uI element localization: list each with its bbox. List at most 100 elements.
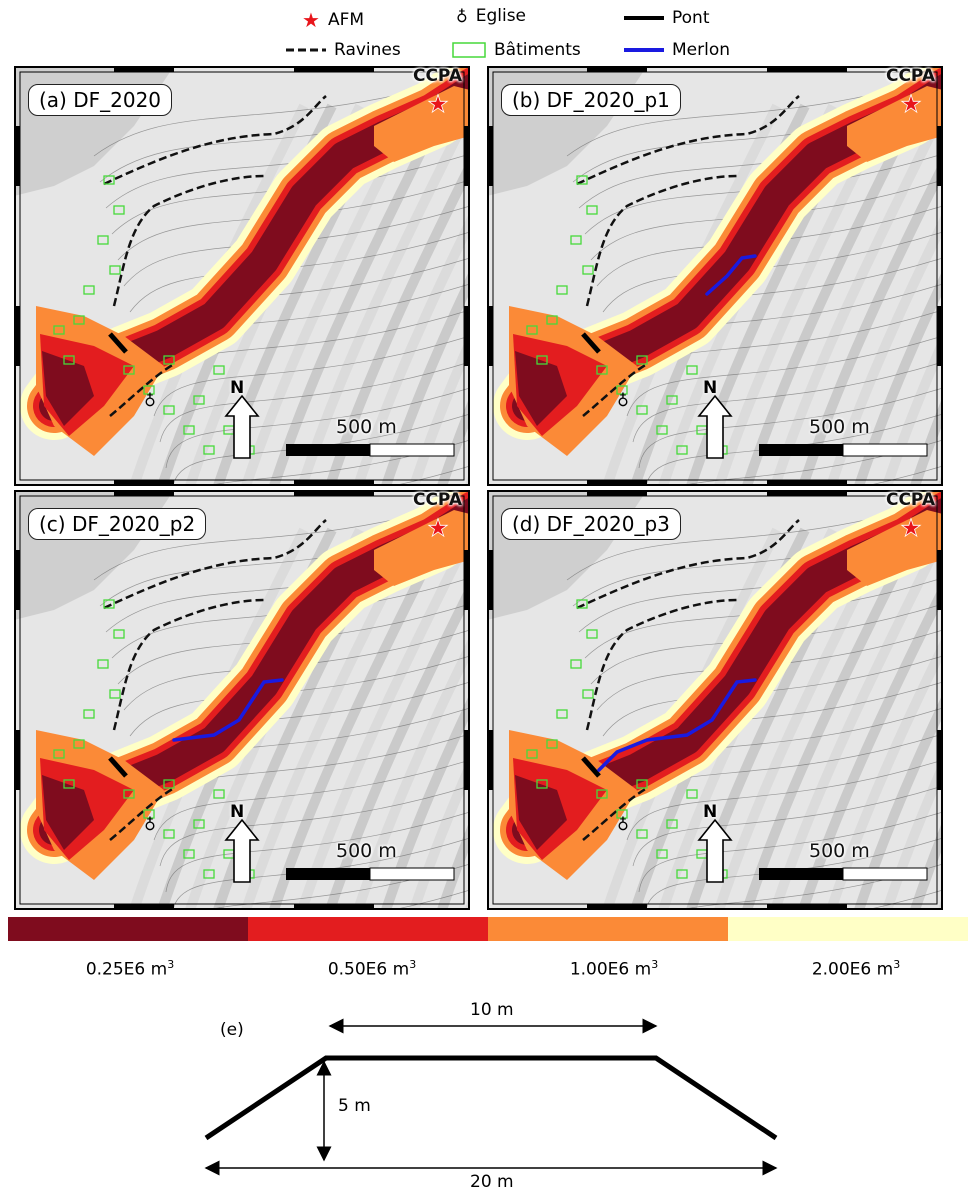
building (83, 709, 95, 719)
building (636, 829, 648, 839)
building (203, 445, 215, 455)
north-arrow-icon (697, 394, 733, 459)
building (213, 789, 225, 799)
base-width-label: 20 m (470, 1172, 514, 1192)
north-arrow-icon (697, 818, 733, 883)
building (686, 365, 698, 375)
merlon (597, 678, 757, 772)
frame-tick (937, 306, 942, 366)
merlon (705, 254, 757, 296)
building (163, 779, 175, 789)
frame-tick (464, 550, 469, 610)
contour-line (584, 153, 943, 235)
basin-zone-class-3 (374, 510, 470, 586)
hillshade-ridge (381, 269, 470, 486)
frame-tick (464, 306, 469, 366)
building (97, 659, 109, 669)
ravine-south (109, 786, 175, 841)
basin-zone-class-3 (847, 510, 943, 586)
legend-eglise: ♁ Eglise (456, 6, 526, 26)
hillshade-ridge (381, 693, 470, 910)
star-icon: ★ (900, 90, 922, 118)
merlon-trapezoid (204, 1055, 778, 1141)
legend-batiments-label: Bâtiments (494, 40, 581, 60)
church-icon: ♁ (617, 391, 629, 410)
church-icon: ♁ (144, 815, 156, 834)
map-panel-b: ♁ ★ (b) DF_2020_p1 CCPA 500 m N (487, 66, 943, 486)
frame-tick (464, 730, 469, 790)
building (97, 235, 109, 245)
ravine-south (109, 362, 175, 417)
hillshade-ridge (269, 103, 449, 486)
fan-zone-class-1 (515, 775, 567, 850)
colorbar-label-3: 1.00E6 m3 (569, 958, 659, 980)
map-inner-frame (19, 71, 465, 481)
legend-ravines-label: Ravines (334, 40, 401, 60)
ravine-south (582, 786, 648, 841)
frame-tick (114, 67, 174, 72)
frame-tick (937, 730, 942, 790)
scale-bar-label: 500 m (336, 840, 397, 862)
contour-line (117, 603, 470, 685)
merlon (172, 678, 284, 742)
legend-merlon-label: Merlon (672, 40, 731, 60)
top-width-label: 10 m (470, 1000, 514, 1020)
building (109, 265, 121, 275)
building (53, 749, 65, 759)
colorbar-label-2: 0.50E6 m3 (327, 958, 417, 980)
hillshade-ridge (409, 329, 470, 486)
colorbar-class-2 (248, 917, 488, 941)
frame-tick (114, 904, 174, 909)
legend-merlon: Merlon (624, 40, 730, 60)
hillshade-ridge (826, 635, 943, 910)
legend-eglise-label: Eglise (475, 6, 527, 26)
fan-zone-class-1 (42, 775, 94, 850)
hillshade-ridge (854, 693, 943, 910)
building-outline-icon (452, 42, 486, 58)
contour-line (590, 603, 943, 685)
star-icon: ★ (427, 514, 449, 542)
fan-zone-class-1 (515, 351, 567, 426)
building (163, 829, 175, 839)
basin-zone-class-3 (847, 86, 943, 162)
building (586, 205, 598, 215)
contour-line (584, 577, 943, 659)
building (616, 385, 628, 395)
building (123, 365, 135, 375)
hillshade-ridge (910, 395, 943, 486)
building (213, 365, 225, 375)
frame-tick (114, 491, 174, 496)
bridge (108, 332, 128, 354)
volume-colorbar (8, 917, 968, 941)
frame-tick (767, 67, 847, 72)
map-svg: ♁★ (14, 66, 470, 486)
building (676, 869, 688, 879)
contour-line (117, 179, 470, 261)
panel-label: (b) DF_2020_p1 (501, 84, 681, 116)
contour-line (153, 759, 470, 841)
hillshade-ridge (742, 527, 922, 910)
ravine-middle (585, 174, 738, 307)
map-panel-c: ♁ ★ (c) DF_2020_p2 CCPA 500 m N (14, 490, 470, 910)
building (556, 709, 568, 719)
building (582, 265, 594, 275)
profile-drawing (204, 1018, 778, 1176)
frame-tick (15, 730, 20, 790)
panel-label: (c) DF_2020_p2 (28, 508, 207, 540)
frame-tick (15, 306, 20, 366)
building (123, 789, 135, 799)
scale-bar-black (759, 444, 843, 456)
building (63, 355, 75, 365)
contour-line (111, 153, 470, 235)
building (656, 425, 668, 435)
building (656, 849, 668, 859)
frame-tick (294, 491, 374, 496)
contour-line (153, 335, 470, 417)
hillshade-ridge (770, 527, 943, 910)
building (103, 175, 115, 185)
hillshade-ridge (353, 635, 470, 910)
frame-tick (767, 491, 847, 496)
map-frame (487, 490, 943, 910)
building (183, 849, 195, 859)
panel-label: (d) DF_2020_p3 (501, 508, 681, 540)
